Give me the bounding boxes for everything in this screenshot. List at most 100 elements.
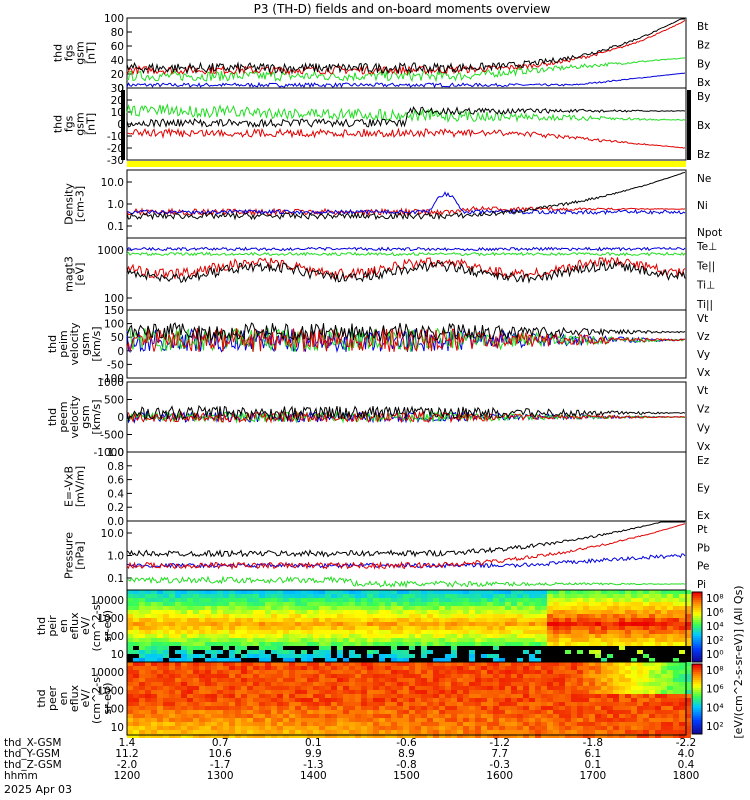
x-tick-label: 1300 (207, 770, 234, 782)
x-row-label: hhmm (4, 770, 38, 782)
y-tick-label: 40 (111, 55, 124, 67)
panel-8: 10.0 1.0 0.1 Pressure[nPa] Pt Pb Pe Pi (63, 520, 710, 591)
panel-4: 1000 100 magt3[eV] Te⊥ Te|| Ti⊥ Ti|| (63, 237, 717, 311)
y-tick-label: 20 (111, 95, 124, 107)
y-tick-label: 0 (117, 346, 124, 358)
panel-frame (126, 87, 687, 161)
y-tick-label: -500 (100, 430, 124, 442)
y-axis-label: Pressure[nPa] (63, 532, 87, 579)
colorbar-tick: 10² (706, 721, 724, 733)
legend-by: By (697, 91, 710, 103)
y-tick-label: 500 (104, 395, 124, 407)
legend-pt: Pt (697, 524, 707, 536)
x-tick-label: 0.1 (584, 759, 601, 771)
legend-vz: Vz (697, 331, 710, 343)
legend-te⊥: Te⊥ (696, 241, 717, 253)
x-row-label: thd_Z-GSM (4, 759, 62, 771)
panel-9: 10000 1000 100 10thdpeirenefluxeV/(cm^2-s-s… (35, 589, 691, 663)
y-axis-label: thdpeirenefluxeV/(cm^2-s-sr-eV) (35, 601, 114, 652)
y-tick-label: 1000 (97, 377, 124, 389)
y-tick-label: 30 (111, 83, 124, 95)
series-v0 (126, 328, 686, 354)
y-tick-label: -50 (107, 359, 124, 371)
y-tick-label: 0 (117, 412, 124, 424)
x-tick-label: 1600 (486, 770, 513, 782)
y-tick-label: 80 (111, 27, 124, 39)
panels: 100806040200thdfgsgsm[nT]BtBzByBx3020100… (35, 13, 745, 739)
series-v3 (126, 322, 686, 342)
y-tick-label: -30 (107, 155, 124, 167)
y-axis-label: thdfgsgsm[nT] (52, 41, 98, 64)
x-tick-label: 8.9 (398, 748, 415, 760)
y-tick-label: 1000 (97, 245, 124, 257)
x-tick-label: -1.3 (303, 759, 324, 771)
series-by (126, 103, 686, 124)
y-tick-label: 0.0 (107, 516, 124, 528)
y-tick-label: 0.6 (107, 475, 124, 487)
panel-7: 1.0 0.8 0.60.4 0.2 0.0 E=-VxB[mV/m] Ez Ey Ex (63, 447, 710, 528)
colorbar-tick: 10⁴ (706, 621, 724, 633)
series-pt (126, 521, 685, 558)
colorbar-tick: 10⁶ (706, 607, 724, 619)
y-tick-label: 10 (111, 722, 124, 734)
legend-ne: Ne (697, 173, 711, 185)
legend-ey: Ey (697, 483, 710, 495)
legend-vy: Vy (697, 422, 710, 434)
legend-ti||: Ti|| (696, 299, 713, 311)
right-edge-bar (687, 90, 691, 160)
x-tick-label: 1800 (673, 770, 700, 782)
x-axis-table: thd_X-GSM 1.4 0.7 0.1 -0.6 -1.2 -1.8 -2.2 thd_Y-… (4, 737, 699, 782)
legend-pb: Pb (697, 542, 710, 554)
panel-10: 10000 1000 100 10thdpeerenefluxeV/(cm^2-s-s… (35, 661, 691, 738)
x-tick-label: -1.8 (583, 737, 604, 749)
heatmap-frame (126, 661, 687, 736)
y-axis-label: magt3[eV] (63, 256, 87, 292)
y-tick-label: 20 (111, 69, 124, 81)
y-tick-label: -1000 (93, 447, 124, 459)
x-tick-label: 0.1 (305, 737, 322, 749)
y-tick-label: -100 (100, 373, 124, 385)
legend-pe: Pe (697, 561, 709, 573)
y-tick-label: 10 (111, 649, 124, 661)
x-tick-label: -0.3 (489, 759, 510, 771)
panel-1: 100 80 60 40 20 0 thdfgsgsm[nT] Bt Bz By Bx (52, 13, 711, 95)
colorbar-tick: 10⁰ (706, 649, 724, 661)
y-tick-label: 0 (117, 83, 124, 95)
y-tick-label: 1.0 (107, 551, 124, 563)
legend-bz: Bz (697, 40, 710, 52)
x-tick-label: 0.4 (678, 759, 695, 771)
y-tick-label: 100 (104, 319, 124, 331)
y-tick-label: 60 (111, 41, 124, 53)
y-tick-label: 0.1 (107, 221, 124, 233)
legend-bx: Bx (697, 77, 710, 89)
y-tick-label: -10 (107, 131, 124, 143)
panel-frame (126, 309, 687, 379)
series-pb (126, 523, 686, 571)
y-tick-label: 1000 (97, 613, 124, 625)
legend-pi: Pi (697, 579, 706, 591)
legend-ez: Ez (697, 455, 710, 467)
legend-by: By (697, 58, 710, 70)
x-tick-label: 1500 (393, 770, 420, 782)
y-tick-label: 100 (104, 13, 124, 25)
series-bz (126, 127, 686, 149)
y-tick-label: 50 (111, 332, 124, 344)
y-tick-label: 0.1 (107, 573, 124, 585)
colorbar-tick: 10⁴ (706, 702, 724, 714)
series-te-perp-blue (126, 246, 686, 252)
legend-npot: Npot (697, 227, 722, 239)
x-tick-label: 9.9 (305, 748, 322, 760)
y-tick-label: 0.4 (107, 488, 124, 500)
x-tick-label: -0.6 (396, 737, 417, 749)
x-tick-label: 1700 (579, 770, 606, 782)
y-tick-label: 150 (104, 305, 124, 317)
y-tick-label: 100 (104, 293, 124, 305)
series-v3 (126, 404, 686, 422)
y-axis-label: thdpeerenefluxeV/(cm^2-s-sr-eV) (35, 673, 114, 724)
y-tick-label: 1.0 (107, 199, 124, 211)
x-tick-label: -0.8 (396, 759, 417, 771)
series-v2 (126, 327, 686, 353)
y-axis-label: thdpeimvelocitygsm[km/s] (46, 322, 103, 365)
series-ti-perp (126, 251, 686, 257)
